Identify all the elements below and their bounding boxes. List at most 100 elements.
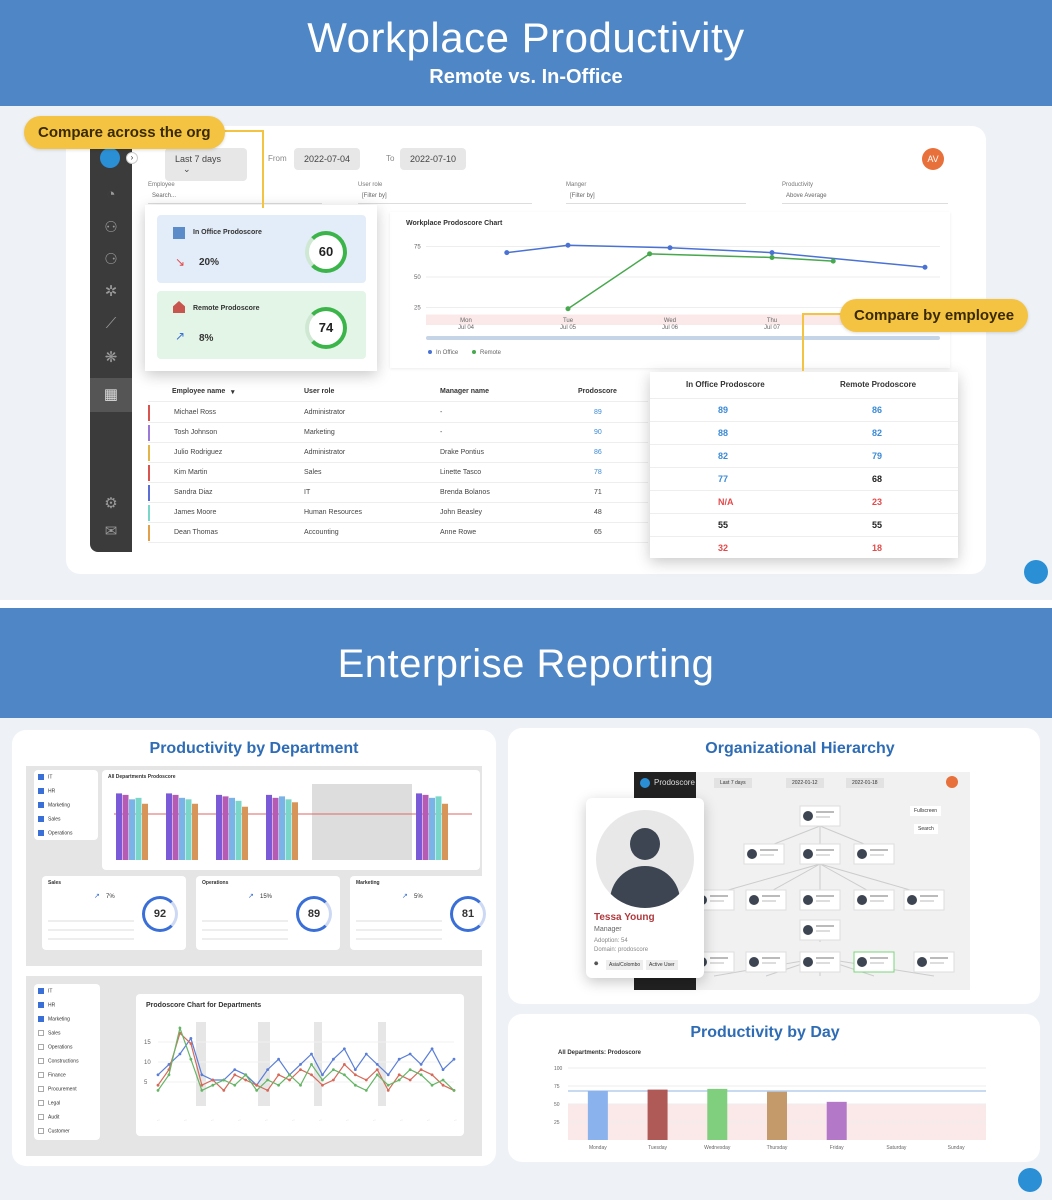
in-office-card[interactable]: In Office Prodoscore ↘ 20% 60 (157, 215, 366, 283)
network-icon[interactable]: ✲ (104, 283, 118, 300)
date-range-select[interactable]: Last 7 days ⌄ (165, 148, 247, 181)
dept-checklist-item[interactable]: Procurement (38, 1086, 77, 1092)
col-prodoscore[interactable]: Prodoscore (578, 388, 617, 395)
person-card[interactable]: Tessa Young Manager Adoption: 54 Domain:… (586, 798, 704, 978)
checkbox-checked[interactable] (38, 802, 44, 808)
productivity-filter-select[interactable]: Above Average (782, 190, 948, 204)
dept-checklist-item[interactable]: Marketing (38, 1016, 70, 1022)
dept-checklist-item[interactable]: Sales (38, 1030, 61, 1036)
gauge-icon[interactable]: ◔ (106, 186, 116, 203)
compare-row[interactable]: 55 55 (650, 513, 958, 536)
manager-filter-select[interactable]: [Filter by] (566, 190, 746, 204)
dept-checklist-item[interactable]: Legal (38, 1100, 60, 1106)
dept-legend-item[interactable]: Marketing (38, 802, 70, 808)
checkbox-checked[interactable] (38, 788, 44, 794)
node-label (930, 962, 944, 964)
table-row[interactable]: Dean Thomas Accounting Anne Rowe 65 (148, 523, 648, 543)
collapse-sidebar-icon[interactable]: › (126, 152, 138, 164)
checkbox-unchecked[interactable] (38, 1058, 44, 1064)
in-office-score: 32 (718, 543, 729, 553)
day-panel-title: Productivity by Day (690, 1024, 840, 1041)
person-icon (907, 895, 917, 905)
checkbox-checked[interactable] (38, 816, 44, 822)
dept-series-point (342, 1073, 346, 1077)
dept-checklist-item[interactable]: Customer (38, 1128, 70, 1134)
from-label: From (268, 154, 287, 163)
remote-card[interactable]: Remote Prodoscore ↗ 8% 74 (157, 291, 366, 359)
checkbox-checked[interactable] (38, 1002, 44, 1008)
dept-score-card[interactable]: Operations ↗ 15% 89 (196, 876, 340, 950)
dept-legend-item[interactable]: IT (38, 774, 52, 780)
hier-to[interactable]: 2022-01-18 (846, 778, 884, 788)
checkbox-checked[interactable] (38, 988, 44, 994)
employee-search-input[interactable]: Search... (148, 190, 322, 204)
dept-legend-item[interactable]: Sales (38, 816, 61, 822)
dept-checklist-item[interactable]: Constructions (38, 1058, 79, 1064)
compare-row[interactable]: 88 82 (650, 421, 958, 444)
dept-score-card[interactable]: Marketing ↗ 5% 81 (350, 876, 494, 950)
users-icon[interactable]: ⚇ (104, 219, 118, 236)
row-color-marker (148, 485, 150, 501)
dept-series-point (332, 1068, 335, 1071)
compare-row[interactable]: 89 86 (650, 398, 958, 421)
gear-icon[interactable]: ⚙ (104, 495, 118, 512)
search-button[interactable]: Search (914, 824, 938, 834)
avatar[interactable] (946, 776, 958, 788)
checkbox-checked[interactable] (38, 1016, 44, 1022)
col-user-role[interactable]: User role (304, 388, 335, 395)
checkbox-unchecked[interactable] (38, 1100, 44, 1106)
chat-icon[interactable]: ✉ (104, 523, 118, 540)
dept-bar (292, 802, 298, 860)
dept-checklist-item[interactable]: HR (38, 1002, 55, 1008)
app-logo[interactable] (100, 148, 120, 168)
table-row[interactable]: Kim Martin Sales Linette Tasco 78 (148, 463, 648, 483)
table-row[interactable]: Julio Rodriguez Administrator Drake Pontiu… (148, 443, 648, 463)
role-filter-select[interactable]: [Filter by] (358, 190, 532, 204)
dept-checklist-item[interactable]: Audit (38, 1114, 59, 1120)
checkbox-unchecked[interactable] (38, 1044, 44, 1050)
compare-row[interactable]: N/A 23 (650, 490, 958, 513)
settings-flower-icon[interactable]: ❋ (104, 349, 118, 366)
to-date-input[interactable]: 2022-07-10 (400, 148, 467, 170)
team-icon[interactable]: ⚆ (104, 251, 118, 268)
checkbox-unchecked[interactable] (38, 1128, 44, 1134)
col-employee-name[interactable]: Employee name (172, 388, 226, 395)
dept-score-card[interactable]: Sales ↗ 7% 92 (42, 876, 186, 950)
checkbox-unchecked[interactable] (38, 1030, 44, 1036)
in-office-score: 89 (718, 405, 729, 415)
from-date-input[interactable]: 2022-07-04 (294, 148, 361, 170)
hier-from[interactable]: 2022-01-12 (786, 778, 824, 788)
checkbox-unchecked[interactable] (38, 1086, 44, 1092)
dept-series-point (189, 1037, 193, 1040)
avatar[interactable]: AV (922, 148, 944, 170)
dept-series-point (419, 1063, 423, 1066)
compare-row[interactable]: 77 68 (650, 467, 958, 490)
dept-legend-item[interactable]: Operations (38, 830, 72, 836)
checkbox-unchecked[interactable] (38, 1072, 44, 1078)
compare-row[interactable]: 32 18 (650, 536, 958, 559)
checkbox-unchecked[interactable] (38, 1114, 44, 1120)
checkbox-checked[interactable] (38, 774, 44, 780)
table-row[interactable]: James Moore Human Resources John Beasley 48 (148, 503, 648, 523)
col-manager-name[interactable]: Manager name (440, 388, 490, 395)
chart-icon[interactable]: ⟋ (105, 315, 117, 332)
dept-checklist-item[interactable]: Finance (38, 1072, 66, 1078)
sort-icon[interactable]: ▾ (231, 389, 235, 396)
table-row[interactable]: Tosh Johnson Marketing - 90 (148, 423, 648, 443)
fullscreen-button[interactable]: Fullscreen (910, 806, 942, 816)
dept-panel-title: Productivity by Department (149, 740, 359, 757)
dept-legend-item[interactable]: HR (38, 788, 55, 794)
hier-range[interactable]: Last 7 days (714, 778, 752, 788)
dept-series-point (233, 1068, 237, 1071)
table-row[interactable]: Sandra Diaz IT Brenda Bolanos 71 (148, 483, 648, 503)
legend-swatch (428, 350, 432, 354)
x-tick-label: ·· (345, 1117, 350, 1123)
dept-checklist-item[interactable]: Operations (38, 1044, 72, 1050)
table-row[interactable]: Michael Ross Administrator - 89 (148, 403, 648, 423)
node-label (762, 895, 780, 897)
compare-row[interactable]: 82 79 (650, 444, 958, 467)
dept-checklist-item[interactable]: IT (38, 988, 52, 994)
dept-series-point (310, 1052, 313, 1056)
sidebar-active-item[interactable]: ▦ (90, 378, 132, 412)
checkbox-checked[interactable] (38, 830, 44, 836)
